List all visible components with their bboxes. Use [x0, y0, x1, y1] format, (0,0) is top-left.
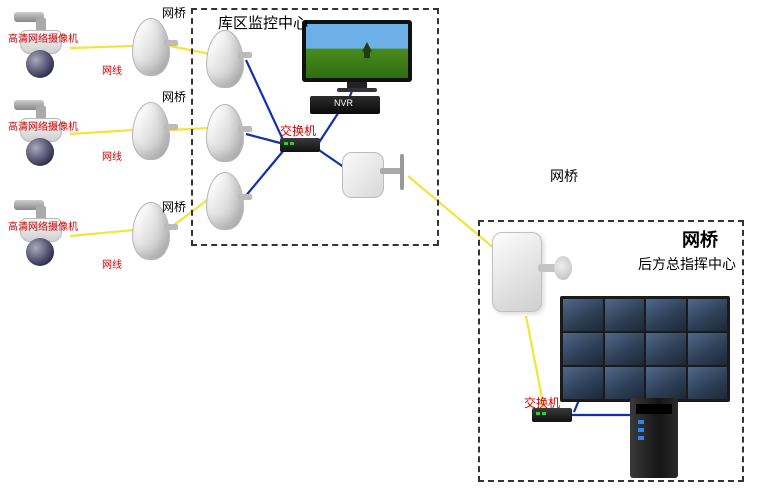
- cable-label: 网线: [102, 256, 122, 271]
- cable-label: 网线: [102, 62, 122, 77]
- network-switch: [280, 138, 320, 152]
- server-tower: [630, 398, 678, 478]
- monitor-display: [302, 20, 412, 92]
- wireless-bridge: [206, 30, 242, 86]
- hq-bridge-heading: 网桥: [682, 226, 718, 252]
- switch-label: 交换机: [524, 394, 560, 411]
- bridge-label: 网桥: [162, 88, 186, 105]
- wireless-bridge: [132, 18, 168, 74]
- wireless-bridge: [206, 104, 242, 160]
- wireless-bridge: [206, 172, 242, 228]
- video-wall: [560, 296, 730, 402]
- ip-camera: [10, 12, 70, 82]
- bridge-label: 网桥: [162, 198, 186, 215]
- switch-label: 交换机: [280, 122, 316, 139]
- camera-label: 高清网络摄像机: [8, 30, 78, 45]
- camera-label: 高清网络摄像机: [8, 118, 78, 133]
- ip-camera: [10, 200, 70, 270]
- hq-title-label: 后方总指挥中心: [638, 254, 736, 274]
- bridge-label: 网桥: [162, 4, 186, 21]
- cable-label: 网线: [102, 148, 122, 163]
- camera-label: 高清网络摄像机: [8, 218, 78, 233]
- link-bridge-label: 网桥: [550, 166, 578, 186]
- backhaul-bridge: [342, 144, 412, 204]
- zone-title-label: 库区监控中心: [218, 12, 308, 33]
- nvr-label: NVR: [334, 98, 353, 108]
- wireless-bridge: [132, 102, 168, 158]
- ip-camera: [10, 100, 70, 170]
